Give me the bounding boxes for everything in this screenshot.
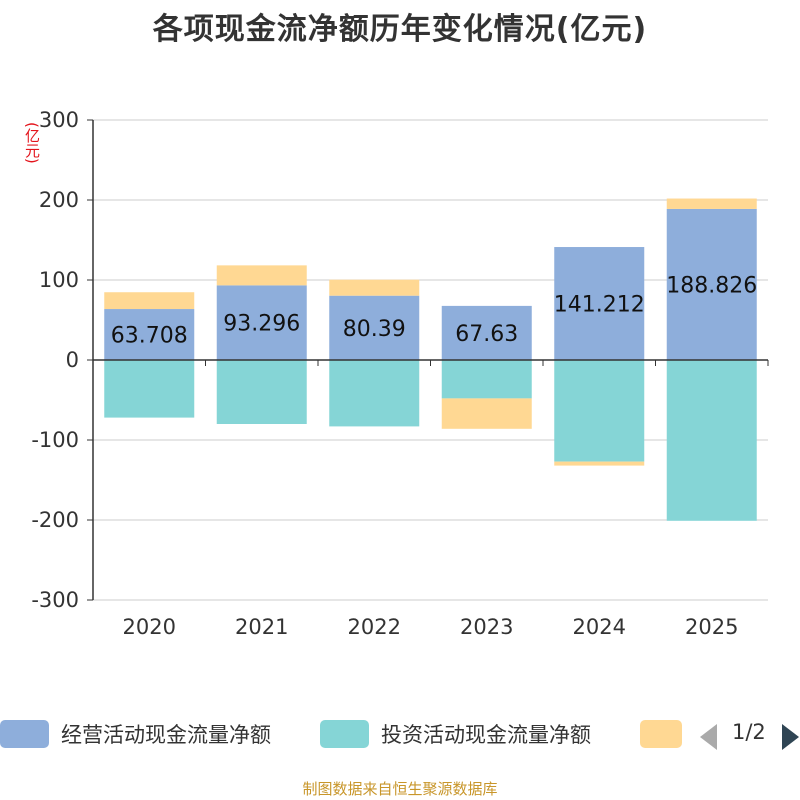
bar-3-2023: [441, 398, 532, 429]
bar-3-2024: [554, 461, 645, 466]
x-tick-label: 2020: [123, 615, 176, 639]
bar-1-2023: [441, 305, 532, 360]
bar-1-2024: [554, 247, 645, 360]
x-tick-label: 2025: [685, 615, 738, 639]
data-label: 67.63: [455, 322, 518, 347]
data-label: 80.39: [343, 317, 406, 342]
y-tick-label: -100: [31, 428, 79, 452]
bar-1-2025: [666, 208, 757, 360]
data-label: 63.708: [111, 324, 188, 349]
y-axis-unit: (亿元): [23, 122, 41, 164]
y-tick-label: -200: [31, 508, 79, 532]
legend-item-investing[interactable]: 投资活动现金流量净额: [320, 716, 591, 752]
x-tick-label: 2022: [348, 615, 401, 639]
legend-item-financing[interactable]: [640, 716, 682, 752]
legend-swatch-operating: [0, 720, 49, 748]
data-source: 制图数据来自恒生聚源数据库: [302, 780, 498, 798]
legend-swatch-financing: [640, 720, 682, 748]
x-tick-label: 2021: [235, 615, 288, 639]
y-tick-label: 200: [39, 188, 79, 212]
legend-page-indicator: 1/2: [732, 720, 766, 744]
bar-1-2020: [104, 309, 195, 360]
bar-3-2025: [666, 198, 757, 209]
bar-2-2025: [666, 360, 757, 521]
data-label: 141.212: [554, 293, 645, 318]
y-tick-label: 100: [39, 268, 79, 292]
legend-label-investing: 投资活动现金流量净额: [381, 723, 591, 747]
bar-2-2023: [441, 360, 532, 399]
axes: 300 200 100 0 -100 -200 -300 2020 2021 2022 2023 20…: [31, 108, 769, 639]
bar-2-2024: [554, 360, 645, 462]
bar-1-2022: [329, 295, 420, 360]
legend-next-page-icon[interactable]: [782, 724, 799, 750]
bar-3-2020: [104, 292, 195, 310]
data-label: 93.296: [223, 312, 300, 337]
bar-2-2020: [104, 360, 195, 418]
legend: 经营活动现金流量净额 投资活动现金流量净额: [0, 716, 800, 752]
data-labels: 63.708 93.296 80.39 67.63 141.212 188.826: [111, 273, 757, 348]
bar-3-2022: [329, 279, 420, 296]
y-tick-label: 300: [39, 108, 79, 132]
y-tick-label: -300: [31, 588, 79, 612]
legend-prev-page-icon[interactable]: [700, 724, 717, 750]
legend-label-operating: 经营活动现金流量净额: [61, 723, 271, 747]
bars: [104, 198, 757, 521]
chart-title: 各项现金流净额历年变化情况(亿元): [152, 12, 648, 47]
bar-1-2021: [216, 285, 307, 360]
y-tick-label: 0: [66, 348, 79, 372]
bar-2-2022: [329, 360, 420, 427]
bar-2-2021: [216, 360, 307, 424]
x-tick-label: 2024: [573, 615, 626, 639]
legend-item-operating[interactable]: 经营活动现金流量净额: [0, 716, 271, 752]
legend-swatch-investing: [320, 720, 369, 748]
data-label: 188.826: [666, 273, 757, 298]
x-tick-label: 2023: [460, 615, 513, 639]
bar-3-2021: [216, 265, 307, 286]
